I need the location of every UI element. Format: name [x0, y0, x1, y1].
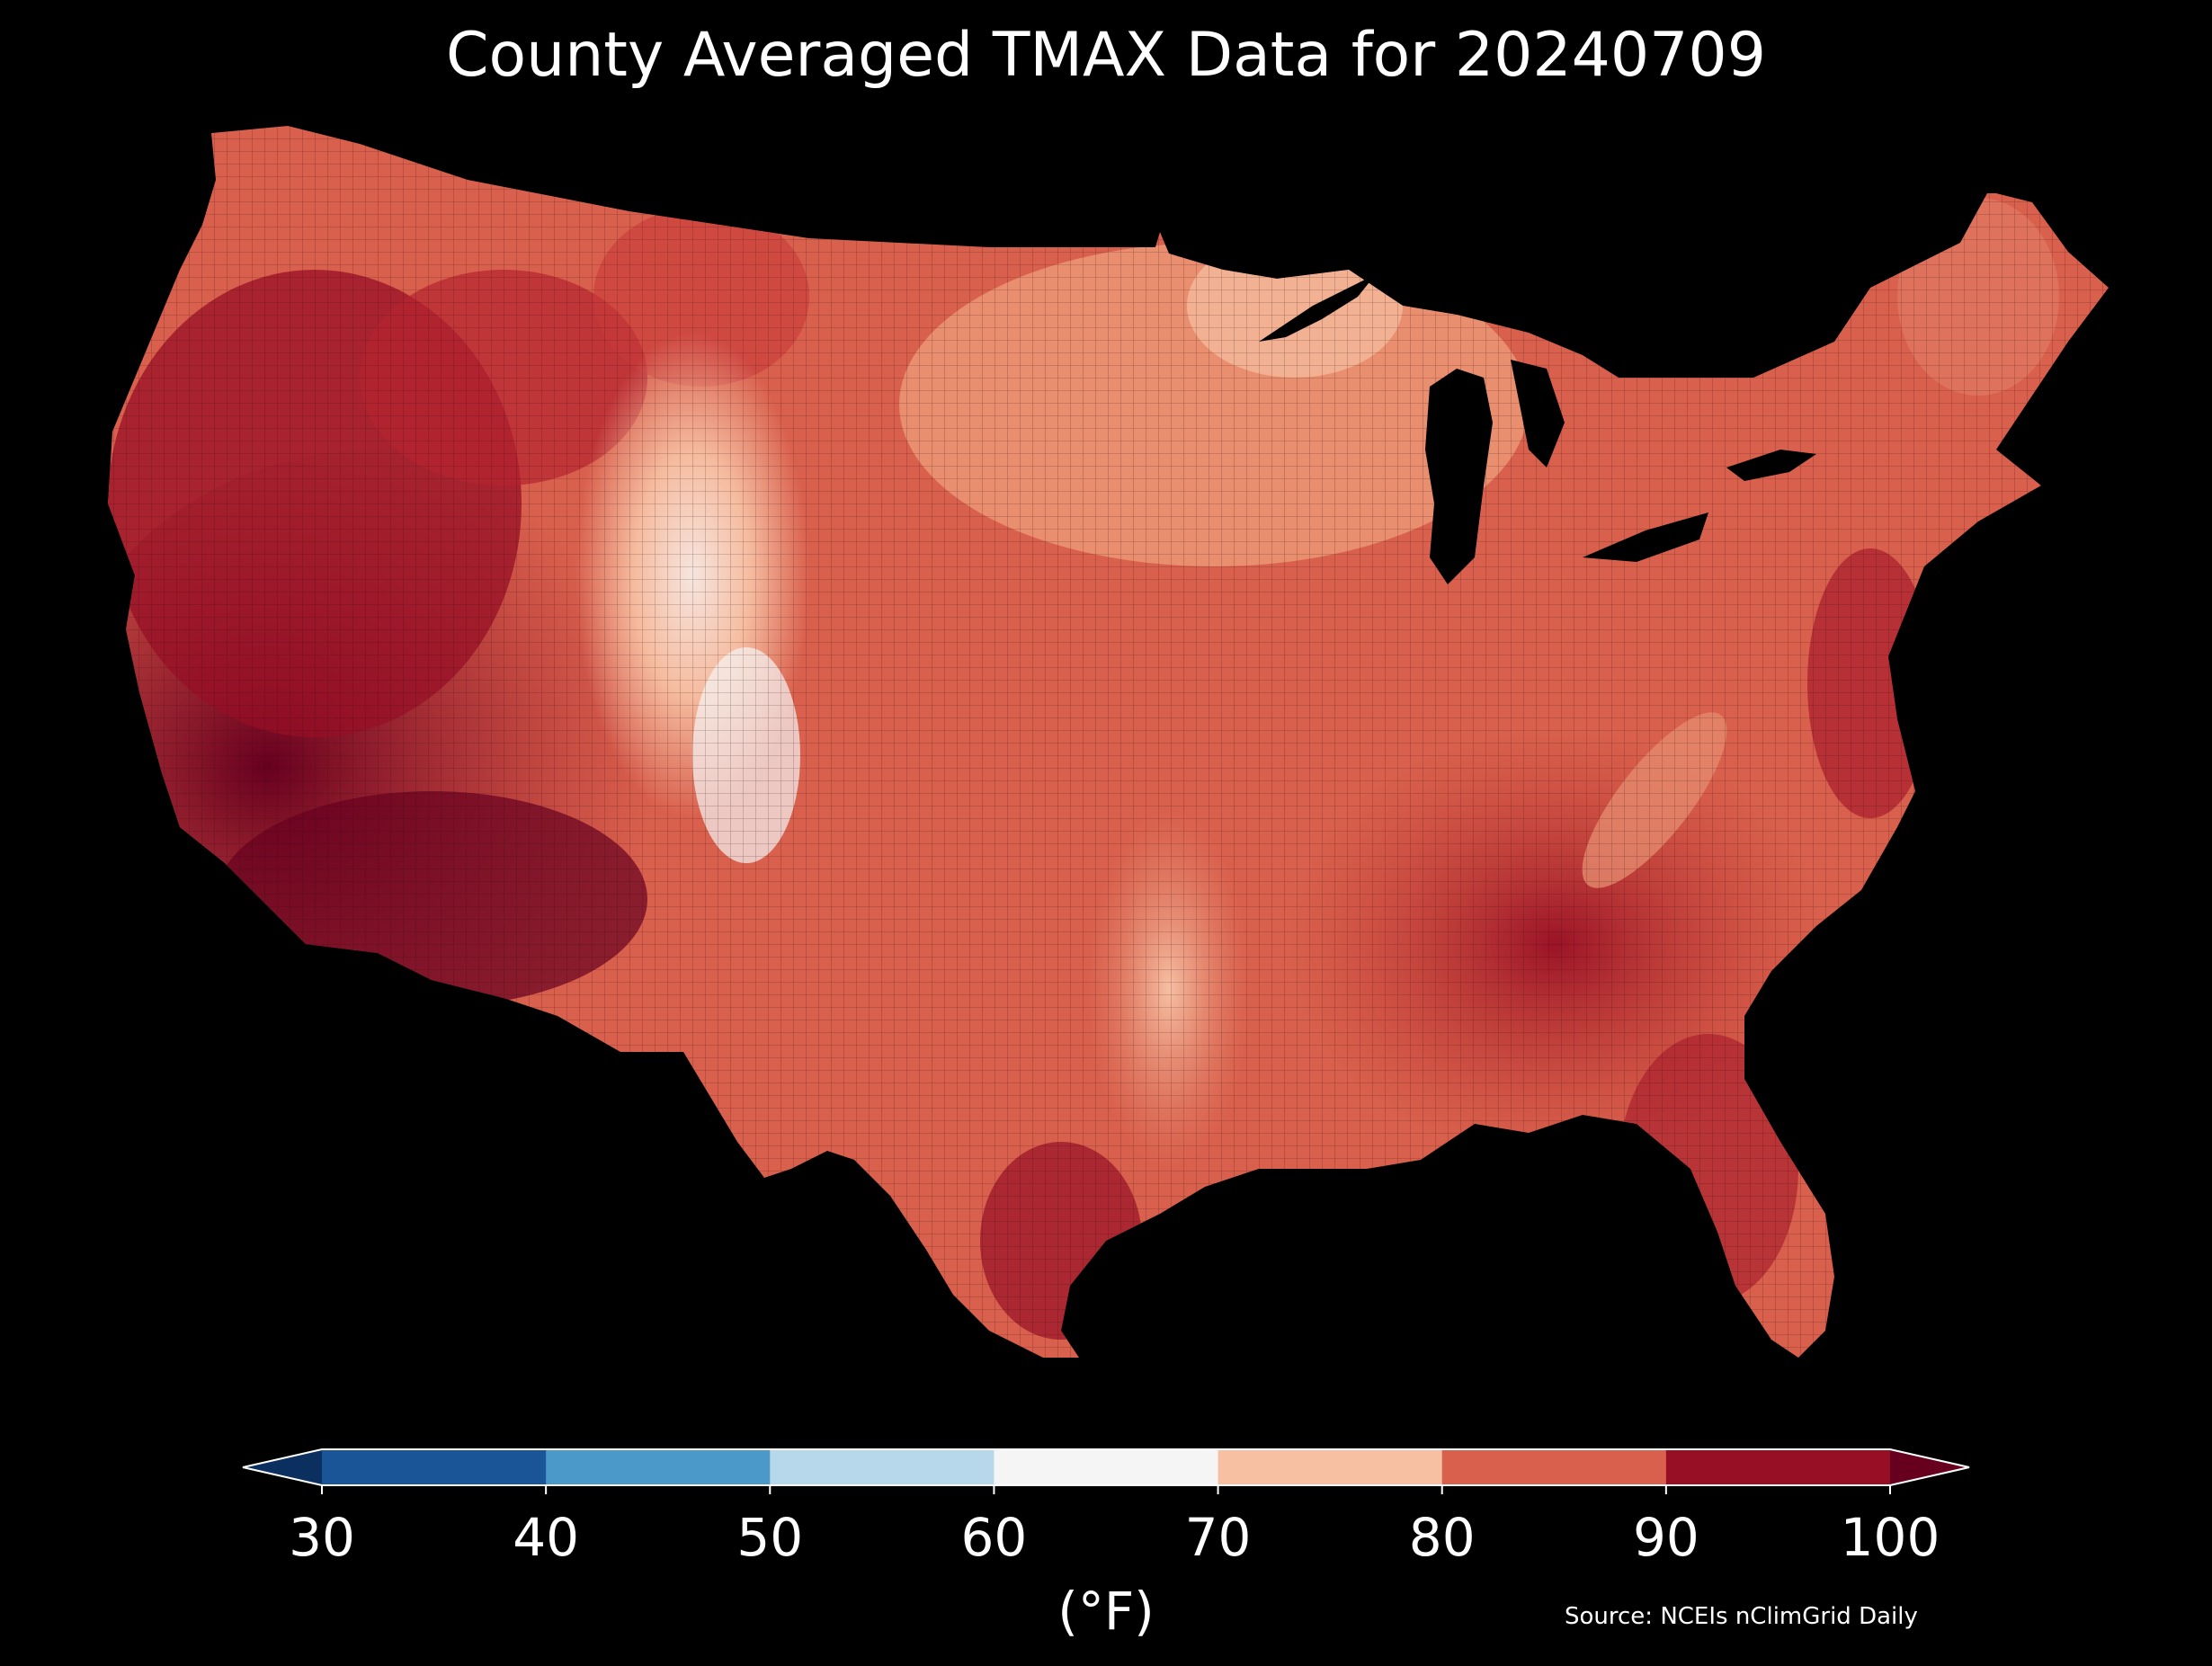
map-title: County Averaged TMAX Data for 20240709: [446, 20, 1766, 91]
colorbar-tick-label: 100: [1841, 1507, 1940, 1568]
colorbar-unit-label: (°F): [1057, 1581, 1155, 1642]
colorbar-bin: [1441, 1449, 1667, 1485]
colorbar: 30 40 50 60 70 80 90 100 (°F): [242, 1448, 1970, 1642]
colorbar-extend-low: [243, 1449, 322, 1485]
colorbar-tick-label: 40: [513, 1507, 579, 1568]
colorbar-extend-high: [1890, 1449, 1969, 1485]
colorbar-tick-label: 60: [961, 1507, 1028, 1568]
colorbar-bin: [994, 1449, 1219, 1485]
colorbar-bin: [770, 1449, 995, 1485]
colorbar-tick-label: 30: [289, 1507, 355, 1568]
colorbar-bin: [1217, 1449, 1443, 1485]
colorbar-bin: [322, 1449, 547, 1485]
colorbar-tick-label: 70: [1185, 1507, 1252, 1568]
colorbar-tick-label: 50: [736, 1507, 803, 1568]
colorbar-tick-label: 80: [1409, 1507, 1476, 1568]
colorbar-bin: [1665, 1449, 1891, 1485]
colorbar-bin: [546, 1449, 771, 1485]
source-note: Source: NCEIs nClimGrid Daily: [1565, 1603, 1918, 1630]
great-lakes: [1259, 274, 1816, 584]
colorbar-tick-label: 90: [1633, 1507, 1699, 1568]
